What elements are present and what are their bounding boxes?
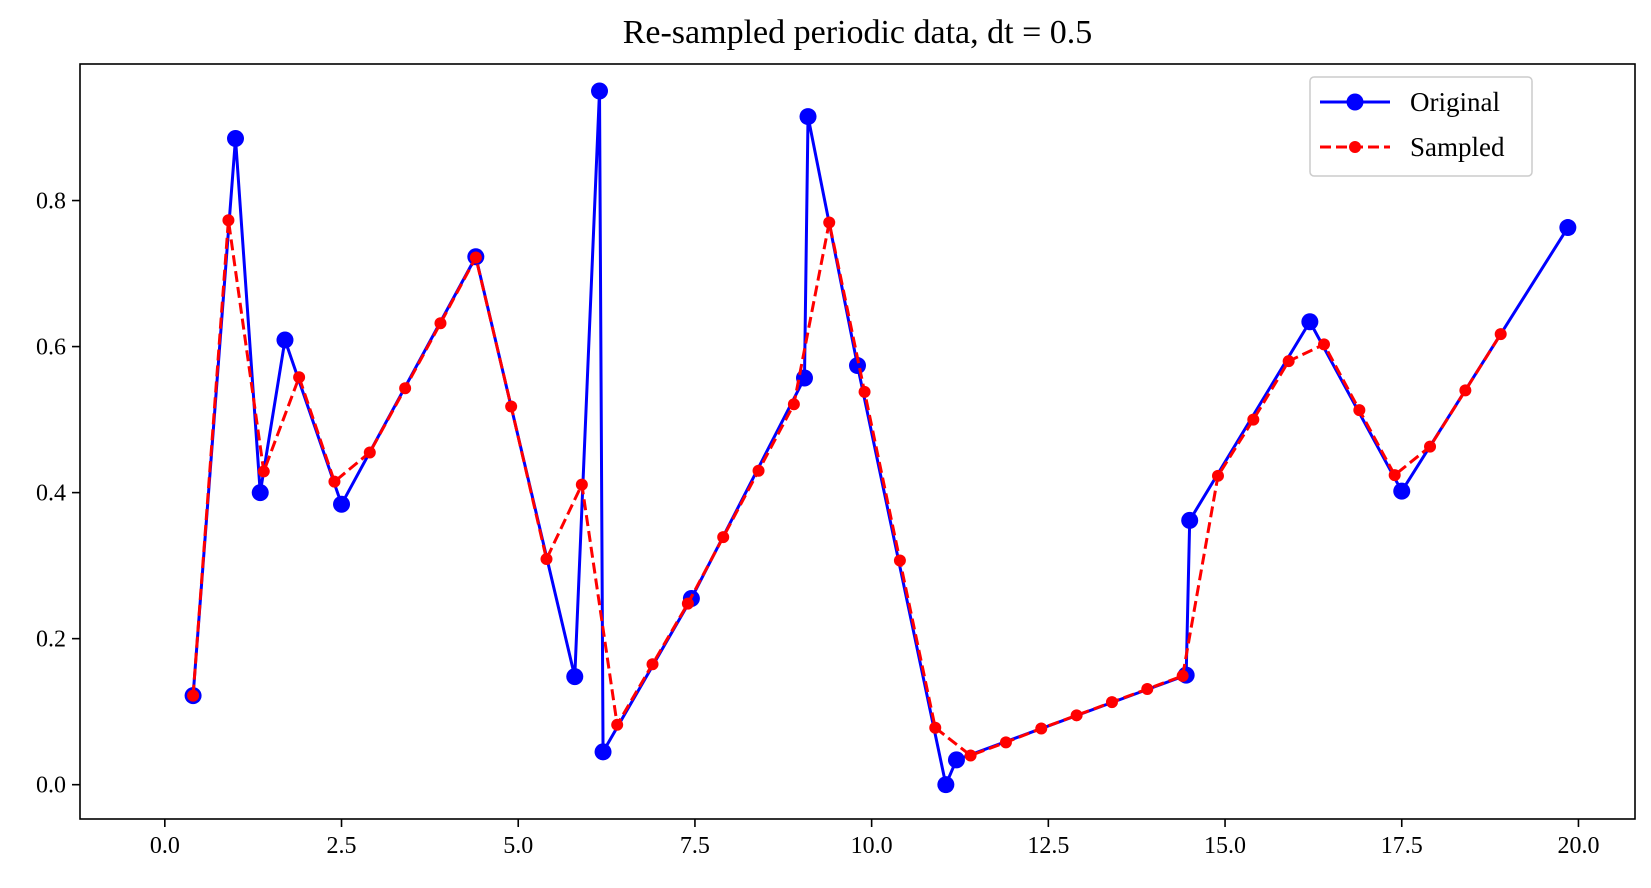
x-tick-label: 5.0 (503, 833, 533, 859)
data-point-original (251, 484, 269, 502)
data-point-original (591, 82, 609, 100)
data-point-original (1181, 511, 1199, 529)
series-sampled (187, 214, 1507, 762)
data-point-sampled (1141, 683, 1154, 696)
data-point-sampled (434, 317, 447, 330)
data-point-sampled (964, 749, 977, 762)
data-point-sampled (999, 736, 1012, 749)
x-tick-label: 12.5 (1027, 833, 1069, 859)
data-point-sampled (717, 531, 730, 544)
data-point-sampled (399, 382, 412, 395)
data-point-sampled (1247, 413, 1260, 426)
data-point-sampled (575, 478, 588, 491)
x-axis: 0.0 2.5 5.0 7.5 10.0 12.5 15.0 17.5 20.0 (150, 819, 1599, 859)
legend-label-original: Original (1410, 87, 1500, 117)
data-point-sampled (1176, 669, 1189, 682)
y-tick-label: 0.4 (36, 481, 66, 507)
x-tick-label: 17.5 (1381, 833, 1423, 859)
data-point-sampled (1494, 328, 1507, 341)
legend: Original Sampled (1309, 76, 1533, 177)
series-original (184, 82, 1577, 794)
data-point-sampled (187, 689, 200, 702)
y-tick-label: 0.2 (36, 627, 66, 653)
data-point-sampled (1388, 469, 1401, 482)
data-point-sampled (1353, 404, 1366, 417)
data-point-sampled (611, 718, 624, 731)
data-point-original (849, 357, 866, 375)
legend-label-sampled: Sampled (1410, 132, 1505, 162)
data-point-sampled (1035, 722, 1048, 735)
series-line-sampled (191, 218, 1502, 757)
series-layer (184, 82, 1577, 794)
data-point-original (1559, 219, 1577, 237)
series-line-original (191, 89, 1570, 787)
data-point-sampled (681, 597, 694, 610)
y-tick-label: 0.0 (36, 773, 66, 799)
x-tick-label: 10.0 (851, 833, 893, 859)
plot-frame (79, 63, 1636, 820)
data-point-sampled (1070, 709, 1083, 722)
data-point-sampled (1105, 696, 1118, 709)
legend-marker-original (1346, 93, 1364, 111)
data-point-sampled (893, 554, 906, 567)
data-point-sampled (293, 371, 306, 384)
data-point-sampled (1318, 338, 1330, 351)
data-point-sampled (858, 385, 871, 398)
data-point-original (566, 668, 584, 686)
y-tick-label: 0.6 (36, 335, 66, 361)
data-point-sampled (929, 721, 942, 734)
y-tick-label: 0.8 (36, 189, 66, 215)
legend-marker-sampled (1349, 141, 1361, 153)
chart-title: Re-sampled periodic data, dt = 0.5 (622, 14, 1093, 51)
data-point-sampled (328, 475, 341, 488)
data-point-sampled (222, 214, 235, 227)
data-point-sampled (1211, 469, 1224, 482)
data-point-sampled (469, 251, 482, 264)
data-point-sampled (646, 658, 659, 671)
data-point-sampled (257, 465, 270, 478)
data-point-sampled (540, 553, 553, 566)
x-tick-label: 2.5 (327, 833, 357, 859)
data-point-sampled (1459, 384, 1472, 397)
data-point-original (333, 495, 351, 513)
data-point-original (227, 129, 244, 147)
data-point-original (799, 108, 817, 126)
y-axis: 0.0 0.2 0.4 0.6 0.8 (36, 189, 80, 799)
data-point-sampled (823, 216, 836, 229)
data-point-original (1301, 313, 1319, 331)
data-point-original (594, 743, 612, 761)
x-tick-label: 20.0 (1557, 833, 1599, 859)
data-point-sampled (1424, 440, 1437, 453)
data-point-original (937, 776, 955, 794)
x-tick-label: 7.5 (680, 833, 710, 859)
data-point-original (947, 751, 965, 769)
x-tick-label: 15.0 (1204, 833, 1246, 859)
data-point-sampled (787, 398, 800, 411)
data-point-sampled (752, 464, 765, 477)
data-point-sampled (505, 400, 518, 413)
data-point-original (1393, 482, 1411, 500)
data-point-sampled (363, 446, 376, 459)
data-point-sampled (1282, 355, 1295, 368)
data-point-original (276, 331, 294, 349)
x-tick-label: 0.0 (150, 833, 180, 859)
